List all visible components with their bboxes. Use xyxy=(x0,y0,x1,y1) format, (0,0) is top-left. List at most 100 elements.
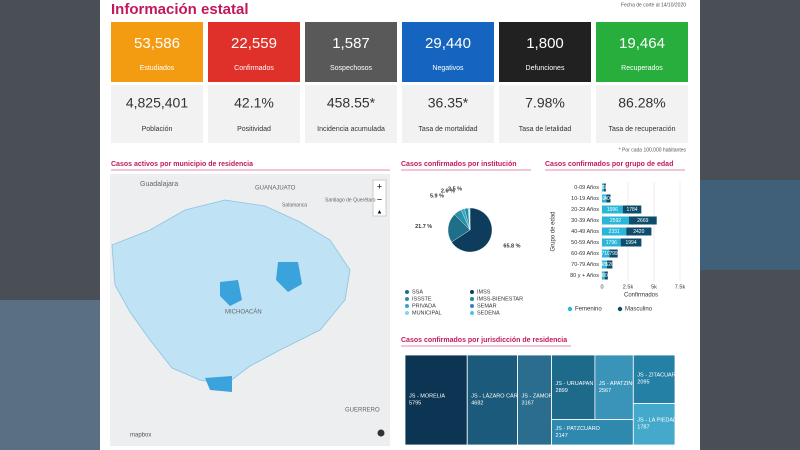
stat-value: 4,825,401 xyxy=(126,95,188,111)
legend-swatch xyxy=(470,297,474,301)
compass[interactable]: ▲ xyxy=(377,210,383,216)
bar xyxy=(602,238,621,247)
map-place: Santiago de Querétaro xyxy=(325,197,376,203)
bar xyxy=(620,238,642,247)
bar xyxy=(603,183,606,192)
bar-label: 480 xyxy=(600,262,609,268)
x-tick-label: 0 xyxy=(600,284,603,290)
legend-label: MUNICIPAL xyxy=(412,310,442,316)
page-title: Información estatal xyxy=(111,1,249,18)
y-tick-label: 70-79 Años xyxy=(571,262,599,268)
stat-label: Incidencia acumulada xyxy=(317,126,385,133)
legend-swatch xyxy=(470,290,474,294)
stat-value: 458.55* xyxy=(327,95,376,111)
x-axis-title: Confirmados xyxy=(624,293,658,299)
pie-label: 2.6 % xyxy=(441,188,455,194)
y-tick-label: 10-19 Años xyxy=(571,196,599,202)
section-title: Casos confirmados por jurisdicción de re… xyxy=(401,337,567,344)
bar xyxy=(602,227,627,236)
card-label: Estudiados xyxy=(140,65,175,72)
bar xyxy=(602,183,604,192)
bar-label: 420 xyxy=(600,196,609,202)
bar-label: 1784 xyxy=(626,207,637,213)
treemap-cell xyxy=(551,354,596,421)
bar-label: 520 xyxy=(606,262,615,268)
bar xyxy=(602,216,629,225)
bar xyxy=(602,249,610,258)
bar xyxy=(602,260,607,269)
legend-swatch xyxy=(405,311,409,315)
municipality xyxy=(220,280,242,306)
section-title: Casos activos por municipio de residenci… xyxy=(111,161,253,168)
x-tick-label: 7.5k xyxy=(675,284,686,290)
stat-box xyxy=(402,85,494,143)
bar-label: 1796 xyxy=(606,240,617,246)
stat-label: Tasa de recuperación xyxy=(609,126,676,133)
treemap-cell xyxy=(404,354,468,446)
bar xyxy=(626,227,652,236)
treemap-cell xyxy=(594,354,634,421)
zoom-control[interactable] xyxy=(372,179,387,217)
map-place: GUERRERO xyxy=(345,408,380,414)
card-value: 1,800 xyxy=(526,35,564,52)
stat-box xyxy=(208,85,300,143)
map-place: Salamanca xyxy=(282,202,307,208)
map-credit: mapbox xyxy=(130,433,151,439)
legend-label: IMSS-BIENESTAR xyxy=(477,296,523,302)
stat-box xyxy=(596,85,688,143)
treemap-label: JS - PATZCUARO xyxy=(556,426,601,432)
stat-box xyxy=(499,85,591,143)
treemap-value: 2147 xyxy=(556,433,568,439)
bar-label: 180 xyxy=(599,185,608,191)
bar-label: 799 xyxy=(609,251,618,257)
legend-label: SEMAR xyxy=(477,303,497,309)
bar-label: 2669 xyxy=(637,218,648,224)
card-label: Confirmados xyxy=(234,65,274,72)
treemap-value: 1787 xyxy=(637,425,649,431)
legend-label: ISSSTE xyxy=(412,296,432,302)
zoom-out[interactable]: − xyxy=(377,194,382,204)
bar xyxy=(604,271,608,280)
card-label: Recuperados xyxy=(621,65,663,72)
y-tick-label: 50-59 Años xyxy=(571,240,599,246)
card-value: 22,559 xyxy=(231,35,277,52)
y-tick-label: 60-69 Años xyxy=(571,251,599,257)
info-icon[interactable] xyxy=(377,429,385,437)
card-label: Negativos xyxy=(432,65,464,72)
treemap-cell xyxy=(551,419,634,446)
card-label: Defunciones xyxy=(526,65,565,72)
card xyxy=(111,22,203,82)
stat-label: Positividad xyxy=(237,126,271,133)
zoom-in[interactable]: + xyxy=(377,181,382,191)
municipality xyxy=(276,262,302,292)
stat-label: Tasa de mortalidad xyxy=(418,126,477,133)
stat-value: 7.98% xyxy=(525,95,565,111)
map-place: GUANAJUATO xyxy=(255,186,296,192)
card-value: 53,586 xyxy=(134,35,180,52)
legend-label: SSA xyxy=(412,289,423,295)
card xyxy=(499,22,591,82)
legend-swatch xyxy=(470,304,474,308)
treemap-value: 2567 xyxy=(599,388,611,394)
legend-label: PRIVADA xyxy=(412,303,436,309)
legend-swatch xyxy=(470,311,474,315)
legend-swatch xyxy=(567,306,573,312)
treemap-label: JS - MORELIA xyxy=(409,393,445,399)
bar-label: 2331 xyxy=(609,229,620,235)
blur xyxy=(0,300,100,450)
bar xyxy=(602,271,605,280)
card xyxy=(596,22,688,82)
treemap-cell xyxy=(632,354,676,404)
x-tick-label: 5k xyxy=(651,284,657,290)
treemap-value: 3167 xyxy=(522,400,534,406)
treemap-label: JS - APATZINGAN xyxy=(599,381,644,387)
section-title: Casos confirmados por institución xyxy=(401,161,517,168)
y-tick-label: 80 y + Años xyxy=(570,273,599,279)
municipality xyxy=(205,376,232,392)
bar-label: 710 xyxy=(602,251,611,257)
stat-box xyxy=(305,85,397,143)
bar xyxy=(602,205,623,214)
treemap-label: JS - ZAMORA xyxy=(522,393,557,399)
